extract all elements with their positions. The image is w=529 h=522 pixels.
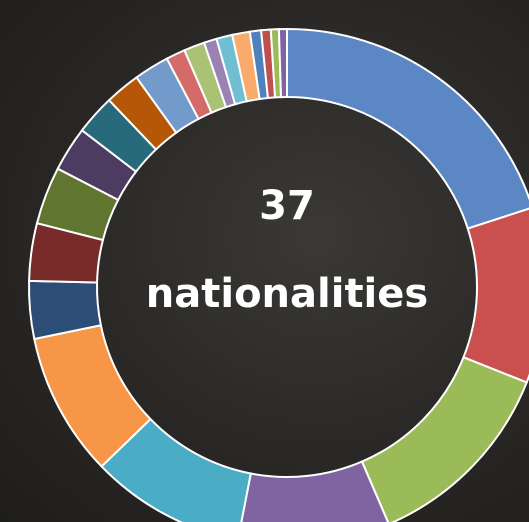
background: 37 nationalities — [0, 0, 529, 522]
donut-segment — [362, 357, 527, 522]
center-title: 37 — [259, 183, 315, 229]
donut-segment — [464, 208, 529, 383]
chart: 37 nationalities — [0, 0, 529, 522]
center-subtitle: nationalities — [146, 271, 428, 317]
donut-segment — [279, 29, 287, 97]
donut-segment — [287, 29, 529, 229]
donut-segment — [238, 462, 389, 522]
